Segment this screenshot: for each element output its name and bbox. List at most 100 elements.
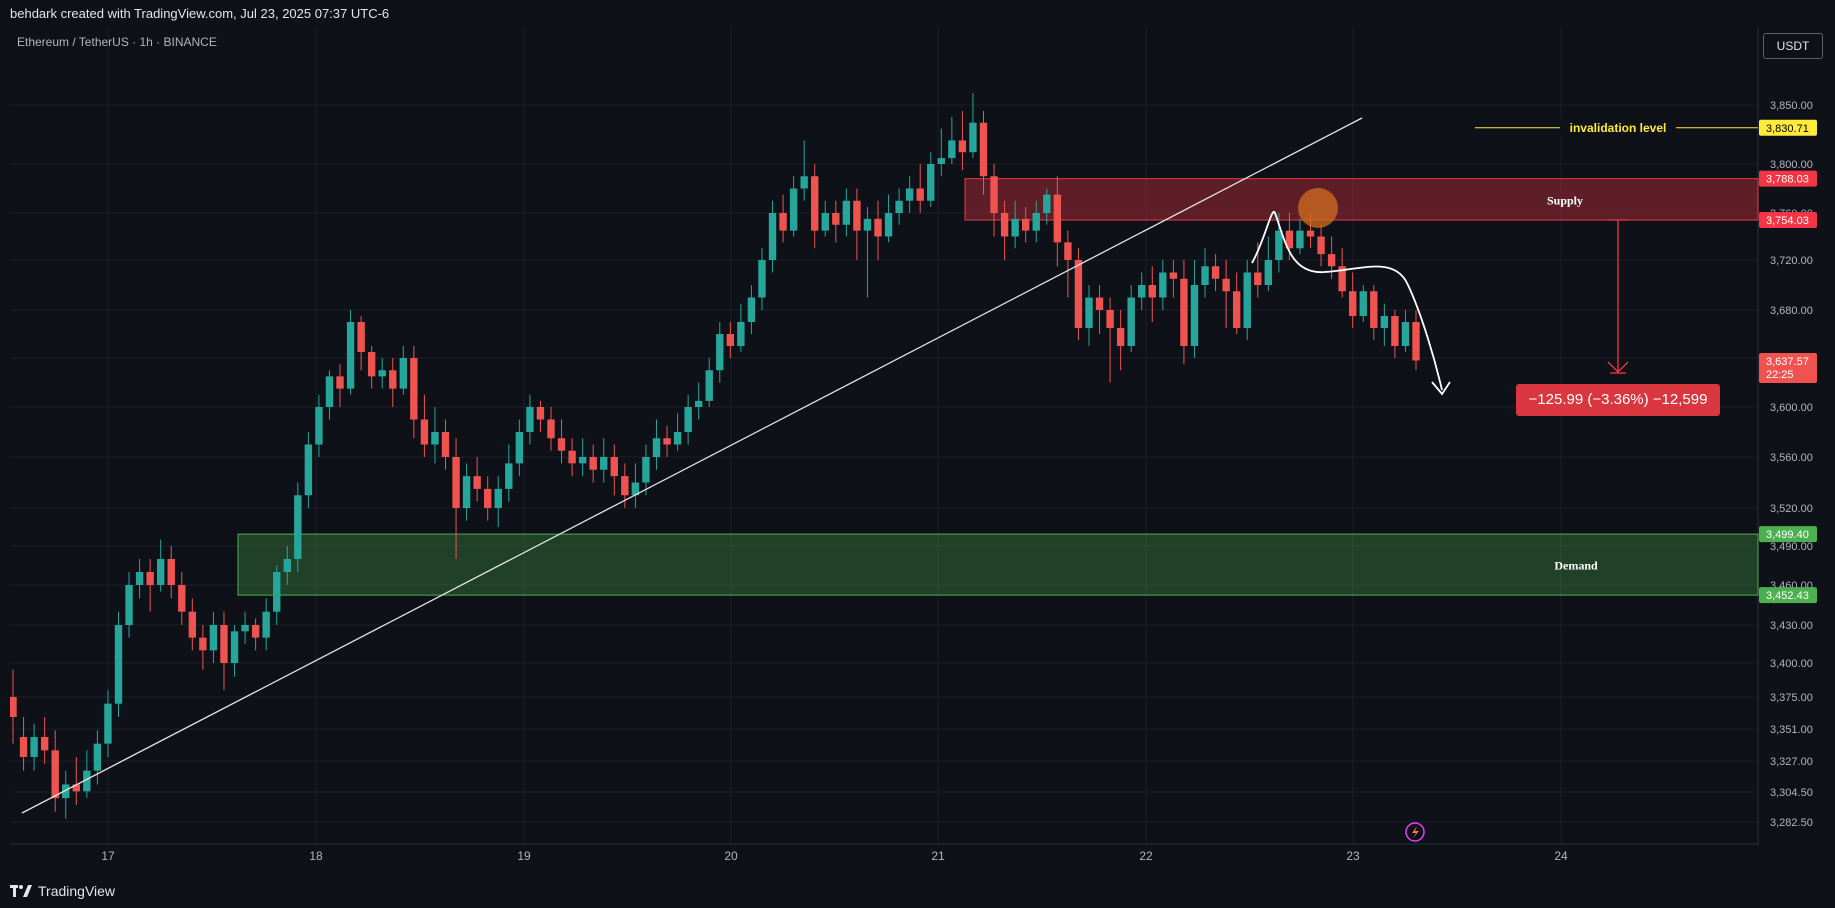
candle-body xyxy=(1074,260,1083,328)
x-tick-label: 18 xyxy=(309,849,323,863)
candle-body xyxy=(199,637,207,651)
candle-body xyxy=(62,784,70,799)
candle-body xyxy=(1391,316,1399,346)
candle-body xyxy=(1053,194,1062,243)
candle-body xyxy=(842,200,851,225)
supply-top-price-badge: 3,788.03 xyxy=(1766,174,1809,186)
candle-body xyxy=(19,737,28,757)
candle-body xyxy=(410,358,418,420)
candle-body xyxy=(568,450,576,464)
candle-body xyxy=(1370,291,1378,328)
candle-body xyxy=(1349,291,1357,316)
candle-body xyxy=(1169,272,1178,279)
candle-body xyxy=(251,625,260,638)
candle-body xyxy=(1338,266,1346,292)
candle-body xyxy=(1011,218,1019,237)
candle-body xyxy=(420,419,429,445)
y-tick-label: 3,304.50 xyxy=(1770,787,1813,799)
candle-body xyxy=(958,140,967,153)
candle-body xyxy=(83,770,91,792)
price-chart[interactable]: invalidation level Supply Demand 3,850.00 3,… xyxy=(10,28,1835,874)
candle-body xyxy=(315,407,323,445)
candle-body xyxy=(167,559,175,585)
candle-body xyxy=(494,488,502,508)
candle-body xyxy=(1116,328,1125,346)
candle-body xyxy=(283,559,291,572)
candle-body xyxy=(188,611,197,638)
candle-body xyxy=(663,438,671,445)
candle-body xyxy=(747,297,756,322)
candle-body xyxy=(694,400,703,407)
candle-body xyxy=(547,419,555,439)
candle-body xyxy=(40,737,49,751)
candle-body xyxy=(631,482,640,496)
candle-body xyxy=(146,572,154,585)
candle-body xyxy=(1032,213,1040,231)
candle-body xyxy=(505,463,513,489)
candle-body xyxy=(1243,272,1251,328)
candle-body xyxy=(1275,230,1283,260)
invalidation-label-bg xyxy=(1560,119,1676,136)
candle-body xyxy=(1095,297,1104,310)
lightning-bolt xyxy=(1412,826,1419,838)
candle-body xyxy=(304,444,313,496)
candle-body xyxy=(325,376,334,407)
candle-body xyxy=(209,625,218,651)
candle-body xyxy=(1380,316,1389,328)
candle-body xyxy=(811,176,819,231)
tradingview-brand[interactable]: TradingView xyxy=(10,883,115,899)
candle-body xyxy=(800,176,808,189)
candle-body xyxy=(779,213,787,231)
y-tick-label: 3,400.00 xyxy=(1770,658,1813,670)
candle-body xyxy=(1306,230,1315,237)
last-price-badge-bg xyxy=(1759,352,1817,383)
candle-body xyxy=(462,476,471,508)
candle-body xyxy=(642,457,650,483)
candle-body xyxy=(1043,194,1051,213)
candle-body xyxy=(1190,285,1199,346)
candle-body xyxy=(937,158,945,164)
symbol-label: Ethereum / TetherUS · 1h · BINANCE xyxy=(17,35,217,49)
y-tick-label: 3,680.00 xyxy=(1770,305,1813,317)
candle-body xyxy=(10,697,17,717)
candle-body xyxy=(526,407,534,432)
y-tick-label: 3,430.00 xyxy=(1770,620,1813,632)
candle-body xyxy=(1317,236,1325,255)
candle-body xyxy=(684,407,692,432)
candle-body xyxy=(758,260,766,298)
countdown-label: 22:25 xyxy=(1766,369,1794,381)
lightning-icon xyxy=(1405,822,1425,842)
candle-body xyxy=(399,358,408,389)
demand-bottom-price-badge: 3,452.43 xyxy=(1766,590,1809,602)
currency-button[interactable]: USDT xyxy=(1763,33,1823,59)
candle-body xyxy=(1201,266,1209,285)
candle-body xyxy=(536,407,545,420)
candle-body xyxy=(716,334,724,371)
candle-body xyxy=(789,188,798,231)
candle-body xyxy=(600,457,608,470)
candle-body xyxy=(1232,291,1241,328)
candle-body xyxy=(927,164,935,201)
candle-body xyxy=(135,572,144,585)
demand-top-price-badge-bg xyxy=(1759,526,1817,543)
chart-caption: behdark created with TradingView.com, Ju… xyxy=(0,0,1835,28)
highlight-circle xyxy=(1298,188,1338,228)
candle-body xyxy=(93,743,102,771)
trend-line xyxy=(21,117,1363,814)
candle-body xyxy=(484,488,492,508)
chart-area[interactable]: invalidation level Supply Demand 3,850.00 3,… xyxy=(10,28,1835,874)
supply-top-price-badge-bg xyxy=(1759,170,1817,187)
y-tick-label: 3,327.00 xyxy=(1770,756,1813,768)
y-tick-label: 3,600.00 xyxy=(1770,402,1813,414)
candle-body xyxy=(1159,272,1167,298)
x-tick-label: 20 xyxy=(724,849,738,863)
projected-path xyxy=(1251,210,1443,391)
y-tick-label: 3,520.00 xyxy=(1770,503,1813,515)
candle-body xyxy=(990,176,998,213)
x-tick-label: 17 xyxy=(101,849,115,863)
x-tick-label: 24 xyxy=(1554,849,1568,863)
y-tick-label: 3,351.00 xyxy=(1770,724,1813,736)
projected-path-arrowhead xyxy=(1431,381,1451,396)
chart-background xyxy=(10,28,1835,874)
x-tick-label: 23 xyxy=(1346,849,1360,863)
